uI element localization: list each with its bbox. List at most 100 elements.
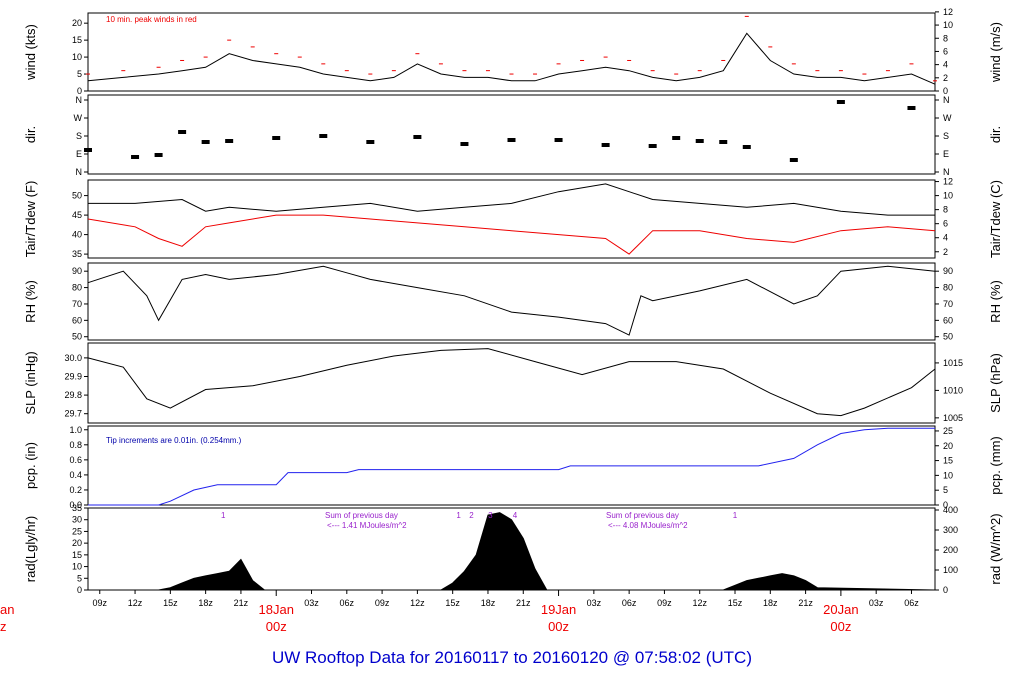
x-tick-label: 21z (516, 598, 531, 608)
dir-point (201, 140, 210, 144)
pcp-left-tick-label: 0.4 (69, 470, 82, 480)
dir-point (648, 144, 657, 148)
dir-right-tick-label: W (943, 113, 952, 123)
rad-right-tick-label: 400 (943, 505, 958, 515)
slp-series-line (87, 348, 936, 417)
rad-note-line2: <--- 1.41 MJoules/m^2 (327, 521, 407, 530)
rad-left-tick-label: 0 (77, 585, 82, 595)
x-tick-label: 15z (445, 598, 460, 608)
wind-left-tick-label: 10 (72, 52, 82, 62)
rad-day-marker: 3 (488, 511, 493, 520)
rh-left-tick-label: 50 (72, 332, 82, 342)
wind-right-tick-label: 6 (943, 46, 948, 56)
x-tick-label: 06z (904, 598, 919, 608)
rad-note-line1: Sum of previous day (606, 511, 679, 520)
x-tick-label: 18z (763, 598, 778, 608)
dir-right-tick-label: N (943, 167, 950, 177)
dir-point (178, 130, 187, 134)
dir-point (507, 138, 516, 142)
dir-point (601, 143, 610, 147)
slp-right-tick-label: 1005 (943, 413, 963, 423)
rad-note-line1: Sum of previous day (325, 511, 398, 520)
dir-right-tick-label: E (943, 149, 949, 159)
dir-point (366, 140, 375, 144)
dir-point (719, 140, 728, 144)
x-tick-label: 18z (481, 598, 496, 608)
rad-right-tick-label: 300 (943, 525, 958, 535)
rad-ylabel-right: rad (W/m^2) (988, 513, 1003, 584)
wind-series-line (87, 32, 936, 85)
dir-left-tick-label: N (76, 167, 83, 177)
dir-left-tick-label: N (76, 95, 83, 105)
dir-panel-frame (87, 94, 936, 175)
dir-point (695, 139, 704, 143)
temp-right-tick-label: 6 (943, 219, 948, 229)
rad-left-tick-label: 25 (72, 526, 82, 536)
wind-right-tick-label: 4 (943, 60, 948, 70)
tair-series-line (88, 183, 935, 216)
dir-point (225, 139, 234, 143)
rad-left-tick-label: 15 (72, 550, 82, 560)
temp-right-tick-label: 8 (943, 205, 948, 215)
wind-right-tick-label: 10 (943, 20, 953, 30)
rad-left-tick-label: 30 (72, 515, 82, 525)
x-day-hour-label: 00z (266, 619, 287, 634)
rh-right-tick-label: 80 (943, 283, 953, 293)
rad-series-area (88, 512, 936, 591)
rad-left-tick-label: 20 (72, 538, 82, 548)
x-tick-label: 18z (198, 598, 213, 608)
dir-point (554, 138, 563, 142)
rh-series-line (87, 265, 936, 336)
x-tick-label: 06z (622, 598, 637, 608)
temp-right-tick-label: 12 (943, 177, 953, 187)
x-day-label-edge: an (0, 602, 14, 617)
temp-ylabel-left: Tair/Tdew (F) (23, 181, 38, 258)
x-day-hour-label: 00z (548, 619, 569, 634)
x-tick-label: 03z (587, 598, 602, 608)
pcp-series-line (88, 427, 935, 506)
x-day-hour-label-edge: z (0, 619, 7, 634)
temp-left-tick-label: 35 (72, 249, 82, 259)
x-tick-label: 12z (692, 598, 707, 608)
rh-left-tick-label: 60 (72, 315, 82, 325)
x-tick-label: 09z (93, 598, 108, 608)
pcp-right-tick-label: 20 (943, 441, 953, 451)
temp-right-tick-label: 4 (943, 233, 948, 243)
rad-day-marker: 1 (221, 511, 226, 520)
dir-ylabel-left: dir. (23, 126, 38, 143)
rad-day-marker: 4 (513, 511, 518, 520)
dir-point (672, 136, 681, 140)
pcp-right-tick-label: 0 (943, 500, 948, 510)
pcp-left-tick-label: 0.0 (69, 500, 82, 510)
dir-point (907, 106, 916, 110)
wind-ylabel-right: wind (m/s) (988, 22, 1003, 83)
pcp-left-tick-label: 0.2 (69, 485, 82, 495)
pcp-right-tick-label: 15 (943, 456, 953, 466)
pcp-ylabel-left: pcp. (in) (23, 442, 38, 489)
rh-left-tick-label: 90 (72, 266, 82, 276)
x-day-label: 18Jan (259, 602, 294, 617)
wind-right-tick-label: 2 (943, 73, 948, 83)
rad-day-marker: 2 (469, 511, 474, 520)
wind-left-tick-label: 0 (77, 86, 82, 96)
x-tick-label: 03z (304, 598, 319, 608)
dir-point (131, 155, 140, 159)
x-day-label: 19Jan (541, 602, 576, 617)
wind-left-tick-label: 15 (72, 35, 82, 45)
rad-left-tick-label: 5 (77, 573, 82, 583)
x-day-hour-label: 00z (830, 619, 851, 634)
dir-point (742, 145, 751, 149)
dir-right-tick-label: S (943, 131, 949, 141)
rh-left-tick-label: 70 (72, 299, 82, 309)
slp-panel-frame (87, 342, 936, 424)
pcp-left-tick-label: 1.0 (69, 425, 82, 435)
pcp-ylabel-right: pcp. (mm) (988, 436, 1003, 495)
slp-left-tick-label: 29.8 (64, 390, 82, 400)
wind-note: 10 min. peak winds in red (106, 15, 197, 24)
page-title: UW Rooftop Data for 20160117 to 20160120… (271, 648, 752, 667)
rh-panel-frame (87, 262, 936, 341)
rad-ylabel-left: rad(Lgly/hr) (23, 516, 38, 582)
dir-point (789, 158, 798, 162)
dir-point (84, 148, 92, 152)
